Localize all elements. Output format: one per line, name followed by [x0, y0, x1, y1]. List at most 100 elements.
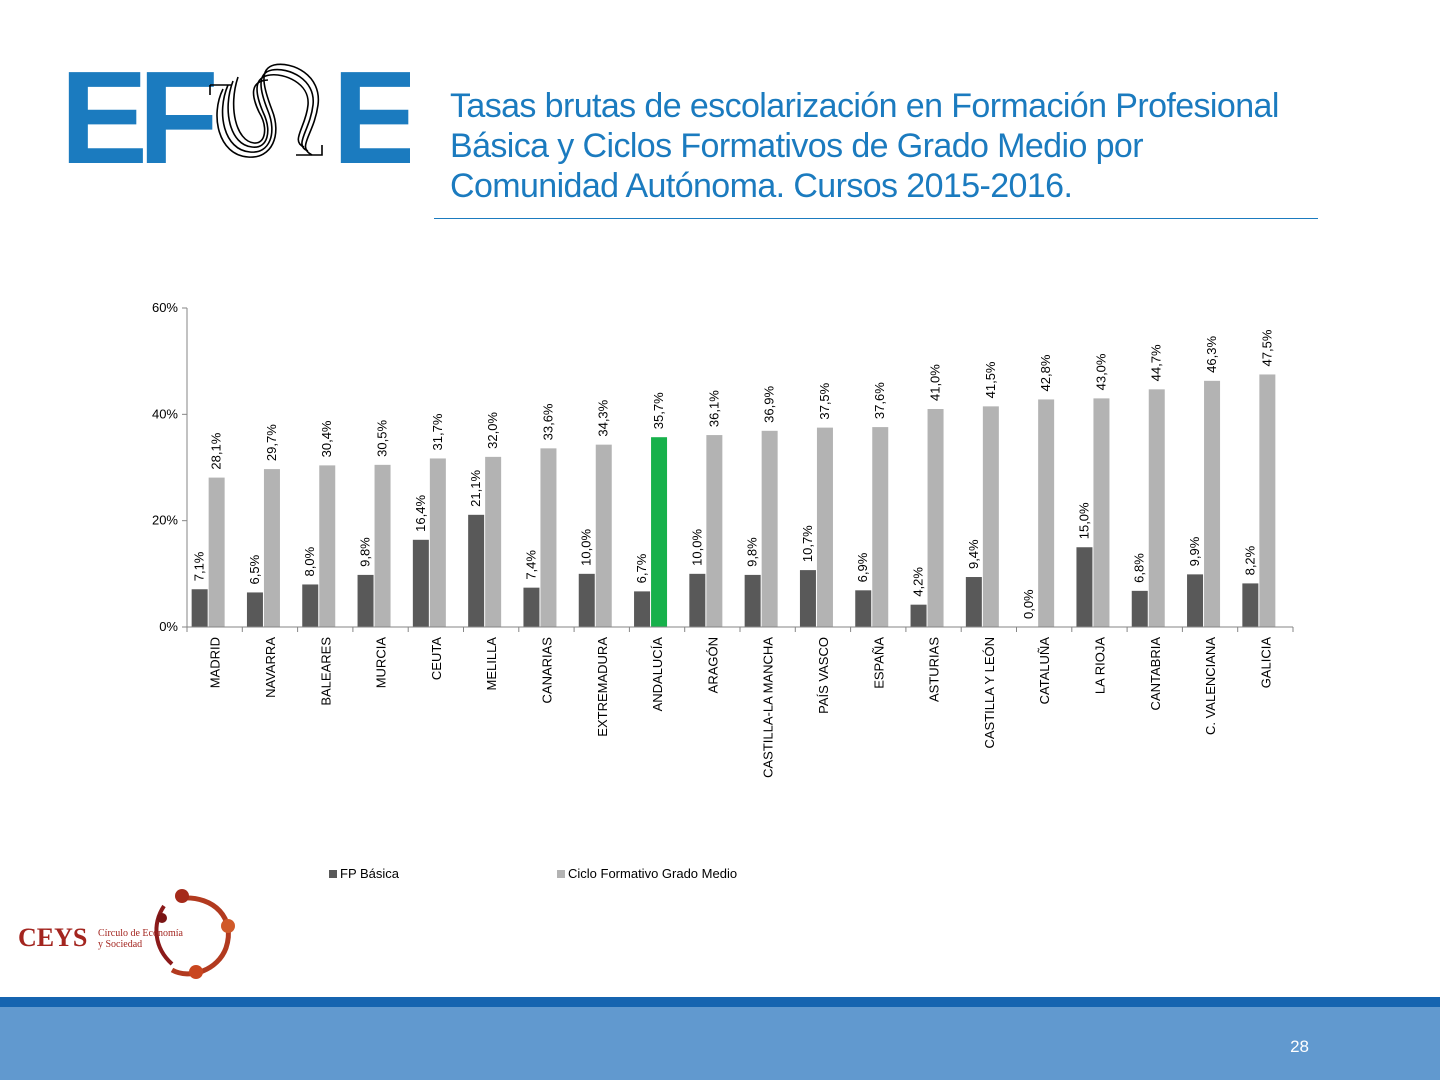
- data-label-grado-medio-canarias: 33,6%: [540, 403, 555, 440]
- bar-fp-basica-castilla-la-mancha: [744, 574, 761, 627]
- data-label-fp-basica-cantabria: 6,8%: [1132, 553, 1147, 583]
- data-label-grado-medio-la-rioja: 43,0%: [1093, 353, 1108, 390]
- data-label-fp-basica-canarias: 7,4%: [523, 550, 538, 580]
- category-label-canarias: CANARIAS: [539, 637, 554, 704]
- data-label-grado-medio-navarra: 29,7%: [264, 424, 279, 461]
- data-label-grado-medio-melilla: 32,0%: [485, 412, 500, 449]
- bar-grado-medio-espana: [872, 427, 889, 627]
- page-number: 28: [1290, 1037, 1309, 1056]
- footer-bar: 28: [0, 1007, 1440, 1080]
- bar-fp-basica-pais-vasco: [799, 570, 816, 627]
- title-divider: [434, 218, 1318, 219]
- logo-letter-e2: E: [332, 55, 410, 170]
- bar-fp-basica-cantabria: [1131, 590, 1148, 627]
- data-label-grado-medio-cataluna: 42,8%: [1038, 354, 1053, 391]
- bar-fp-basica-baleares: [302, 584, 319, 627]
- bar-fp-basica-murcia: [357, 574, 374, 627]
- bar-fp-basica-asturias: [910, 604, 927, 627]
- chart-bars: [191, 374, 1276, 627]
- data-label-fp-basica-castilla-y-leon: 9,4%: [966, 539, 981, 569]
- data-label-fp-basica-andalucia: 6,7%: [634, 553, 649, 583]
- y-tick-label: 20%: [152, 513, 178, 528]
- ceys-figures-mark: [154, 889, 235, 979]
- chart-axes: [186, 308, 1294, 632]
- ceys-logo-subtext-1: Círculo de Economía: [98, 928, 184, 939]
- chart-data-labels: 7,1% 28,1% 6,5% 29,7% 8,0% 30,4% 9,8% 30,5% 16,4…: [192, 329, 1275, 619]
- bar-fp-basica-la-rioja: [1076, 547, 1093, 627]
- efe-logo: E F E: [60, 55, 410, 170]
- data-label-fp-basica-pais-vasco: 10,7%: [800, 525, 815, 562]
- y-axis-ticks: 0% 20% 40% 60%: [152, 300, 187, 634]
- data-label-fp-basica-castilla-la-mancha: 9,8%: [745, 537, 760, 567]
- y-tick-label: 0%: [159, 619, 178, 634]
- ceys-logo-subtext-2: y Sociedad: [98, 939, 142, 950]
- logo-letter-e1: E: [60, 55, 148, 170]
- bar-fp-basica-galicia: [1242, 583, 1259, 627]
- chart-legend: FP Básica Ciclo Formativo Grado Medio: [0, 866, 1440, 886]
- category-label-asturias: ASTURIAS: [927, 637, 942, 702]
- data-label-grado-medio-murcia: 30,5%: [375, 420, 390, 457]
- bar-grado-medio-asturias: [927, 409, 944, 627]
- data-label-grado-medio-madrid: 28,1%: [209, 432, 224, 469]
- legend-item-grado-medio: Ciclo Formativo Grado Medio: [557, 866, 737, 881]
- bar-grado-medio-la-rioja: [1093, 398, 1110, 627]
- bar-grado-medio-c-valenciana: [1204, 380, 1221, 627]
- bar-grado-medio-cataluna: [1038, 399, 1055, 627]
- category-label-andalucia: ANDALUCÍA: [650, 637, 665, 712]
- category-label-baleares: BALEARES: [318, 637, 333, 706]
- bar-fp-basica-espana: [855, 590, 872, 627]
- data-label-fp-basica-murcia: 9,8%: [358, 537, 373, 567]
- y-tick-label: 40%: [152, 406, 178, 421]
- data-label-fp-basica-galicia: 8,2%: [1242, 545, 1257, 575]
- category-label-aragon: ARAGÓN: [705, 637, 720, 693]
- bar-grado-medio-andalucia: [651, 437, 668, 627]
- data-label-fp-basica-navarra: 6,5%: [247, 554, 262, 584]
- bar-grado-medio-baleares: [319, 465, 336, 627]
- bar-fp-basica-c-valenciana: [1187, 574, 1204, 627]
- data-label-fp-basica-asturias: 4,2%: [911, 567, 926, 597]
- bar-fp-basica-melilla: [468, 514, 485, 627]
- data-label-grado-medio-aragon: 36,1%: [706, 390, 721, 427]
- bar-grado-medio-galicia: [1259, 374, 1276, 627]
- bar-grado-medio-murcia: [374, 464, 391, 627]
- bar-grado-medio-madrid: [208, 477, 225, 627]
- data-label-grado-medio-galicia: 47,5%: [1259, 329, 1274, 366]
- ceys-logo-text: CEYS: [18, 923, 87, 952]
- legend-swatch-fp-basica: [329, 869, 337, 878]
- category-label-la-rioja: LA RIOJA: [1092, 637, 1107, 694]
- title-line-3: Comunidad Autónoma. Cursos 2015-2016.: [450, 167, 1073, 205]
- category-label-madrid: MADRID: [208, 637, 223, 688]
- bar-grado-medio-aragon: [706, 435, 723, 627]
- bar-fp-basica-navarra: [246, 592, 263, 627]
- bar-grado-medio-pais-vasco: [816, 427, 833, 627]
- data-label-grado-medio-cantabria: 44,7%: [1149, 344, 1164, 381]
- logo-ribbon-mark: [209, 63, 323, 158]
- y-tick-label: 60%: [152, 300, 178, 315]
- category-label-espana: ESPAÑA: [871, 637, 886, 689]
- data-label-grado-medio-c-valenciana: 46,3%: [1204, 336, 1219, 373]
- bar-grado-medio-melilla: [485, 456, 502, 627]
- category-label-extremadura: EXTREMADURA: [595, 637, 610, 737]
- ceys-logo: CEYS Círculo de Economía y Sociedad: [18, 889, 235, 979]
- data-label-fp-basica-madrid: 7,1%: [192, 551, 207, 581]
- category-label-pais-vasco: PAÍS VASCO: [816, 637, 831, 714]
- category-label-melilla: MELILLA: [484, 637, 499, 691]
- data-label-grado-medio-pais-vasco: 37,5%: [817, 382, 832, 419]
- title-line-1: Tasas brutas de escolarización en Formac…: [450, 87, 1279, 125]
- bar-chart: 0% 20% 40% 60% 7,1% 28,1% 6,5% 29,7% 8,0% 30,4% 9…: [152, 300, 1294, 778]
- legend-swatch-grado-medio: [557, 869, 565, 878]
- category-label-galicia: GALICIA: [1258, 637, 1273, 689]
- data-label-grado-medio-espana: 37,6%: [872, 382, 887, 419]
- category-label-castilla-la-mancha: CASTILLA-LA MANCHA: [761, 637, 776, 778]
- category-label-ceuta: CEUTA: [429, 637, 444, 680]
- bar-grado-medio-navarra: [263, 469, 280, 627]
- data-label-grado-medio-ceuta: 31,7%: [430, 413, 445, 450]
- bar-grado-medio-ceuta: [429, 458, 446, 627]
- data-label-grado-medio-asturias: 41,0%: [928, 364, 943, 401]
- data-label-grado-medio-castilla-la-mancha: 36,9%: [762, 386, 777, 423]
- category-label-c-valenciana: C. VALENCIANA: [1203, 637, 1218, 735]
- footer-accent-line: [0, 997, 1440, 1007]
- bar-fp-basica-ceuta: [412, 539, 429, 627]
- bar-grado-medio-cantabria: [1148, 389, 1165, 627]
- logo-letter-f: F: [138, 55, 219, 170]
